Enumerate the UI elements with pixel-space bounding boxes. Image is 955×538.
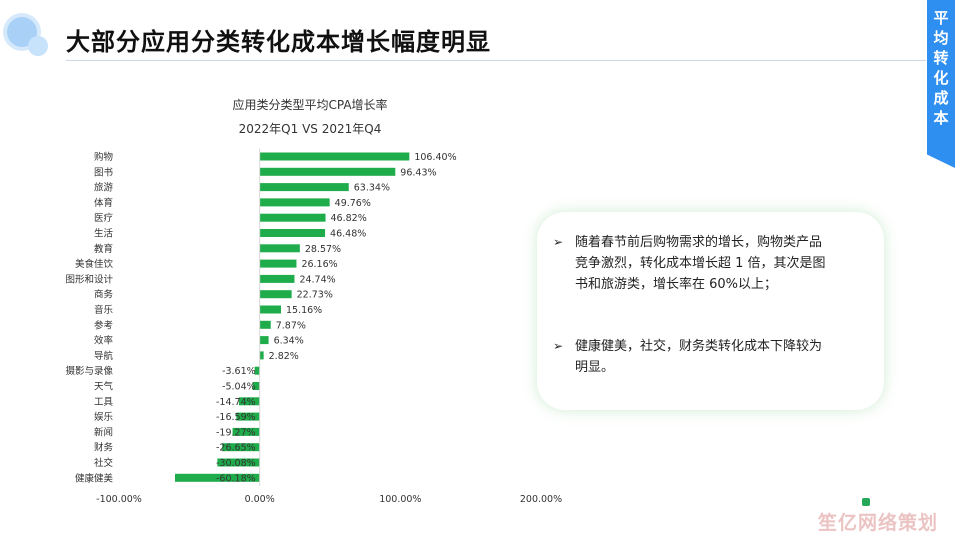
category-label: 美食佳饮 bbox=[75, 258, 114, 270]
category-label: 生活 bbox=[94, 228, 114, 240]
bar bbox=[259, 336, 269, 345]
insight-note: ➢ 健康健美，社交，财务类转化成本下降较为明显。 bbox=[553, 336, 833, 378]
data-label: -5.04% bbox=[222, 382, 256, 393]
data-label: 46.82% bbox=[331, 213, 367, 224]
data-label: 15.16% bbox=[286, 305, 322, 316]
category-label: 娱乐 bbox=[94, 411, 114, 423]
bar bbox=[259, 167, 396, 176]
bar bbox=[259, 198, 330, 207]
bar bbox=[259, 244, 300, 253]
insight-note-text: 随着春节前后购物需求的增长，购物类产品竞争激烈，转化成本增长超 1 倍，其次是图… bbox=[575, 235, 826, 292]
bar bbox=[259, 305, 281, 314]
category-label: 社交 bbox=[94, 457, 114, 469]
bar bbox=[259, 213, 326, 222]
bar bbox=[175, 473, 260, 482]
data-label: 63.34% bbox=[354, 183, 390, 194]
category-label: 工具 bbox=[94, 397, 114, 408]
bar bbox=[259, 229, 326, 237]
category-label: 参考 bbox=[94, 319, 113, 331]
logo-circles bbox=[3, 13, 48, 56]
bar bbox=[259, 290, 292, 299]
data-label: -19.27% bbox=[216, 427, 256, 438]
category-label: 财务 bbox=[94, 442, 114, 454]
data-label: -30.08% bbox=[216, 458, 256, 469]
page-title: 大部分应用分类转化成本增长幅度明显 bbox=[66, 28, 491, 56]
data-label: -26.65% bbox=[216, 443, 256, 454]
bar bbox=[254, 366, 260, 375]
category-label: 旅游 bbox=[94, 182, 114, 194]
data-label: 7.87% bbox=[276, 320, 306, 331]
data-label: -3.61% bbox=[222, 366, 256, 377]
bar bbox=[238, 397, 260, 406]
category-label: 商务 bbox=[94, 289, 114, 301]
bar bbox=[259, 259, 297, 268]
watermark-logo-icon bbox=[862, 498, 870, 506]
category-label: 摄影与录像 bbox=[65, 365, 113, 377]
category-label: 体育 bbox=[94, 197, 113, 209]
ribbon-label: 平均转化成本 bbox=[933, 9, 949, 127]
data-label: 46.48% bbox=[330, 229, 366, 240]
bar bbox=[259, 274, 295, 283]
data-label: 96.43% bbox=[400, 167, 436, 178]
x-tick-label: 200.00% bbox=[520, 494, 562, 505]
category-label: 图书 bbox=[94, 167, 114, 178]
data-label: 24.74% bbox=[299, 274, 335, 285]
bar bbox=[252, 382, 260, 390]
chart-title: 应用类分类型平均CPA增长率 bbox=[232, 98, 388, 112]
category-label: 教育 bbox=[94, 243, 113, 255]
category-label: 健康健美 bbox=[75, 472, 114, 484]
category-label: 音乐 bbox=[94, 304, 114, 316]
category-label: 图形和设计 bbox=[65, 273, 113, 285]
bar bbox=[217, 458, 260, 467]
arrow-bullet-icon: ➢ bbox=[553, 339, 564, 353]
data-label: 28.57% bbox=[305, 244, 341, 255]
bar bbox=[222, 443, 260, 452]
insight-note-text: 健康健美，社交，财务类转化成本下降较为明显。 bbox=[575, 339, 823, 375]
section-ribbon: 平均转化成本 bbox=[927, 0, 955, 168]
title-divider bbox=[66, 60, 926, 61]
category-label: 天气 bbox=[94, 381, 114, 393]
bar bbox=[259, 152, 410, 161]
x-tick-label: -100.00% bbox=[96, 494, 142, 505]
data-label: -14.74% bbox=[216, 397, 256, 408]
data-label: 6.34% bbox=[274, 336, 304, 347]
bar bbox=[259, 351, 264, 360]
data-label: 49.76% bbox=[335, 198, 371, 209]
data-label: -60.18% bbox=[216, 473, 256, 484]
category-label: 效率 bbox=[94, 335, 114, 347]
data-label: 22.73% bbox=[297, 290, 333, 301]
category-label: 导航 bbox=[94, 350, 114, 362]
category-label: 购物 bbox=[94, 151, 114, 163]
data-label: -16.59% bbox=[216, 412, 256, 423]
watermark: 笙亿网络策划 bbox=[818, 512, 939, 534]
insight-panel: ➢ 随着春节前后购物需求的增长，购物类产品竞争激烈，转化成本增长超 1 倍，其次… bbox=[537, 212, 884, 410]
category-label: 医疗 bbox=[94, 212, 114, 224]
data-label: 106.40% bbox=[414, 152, 456, 163]
x-tick-label: 0.00% bbox=[245, 494, 275, 505]
data-label: 2.82% bbox=[269, 351, 299, 362]
insight-note: ➢ 随着春节前后购物需求的增长，购物类产品竞争激烈，转化成本增长超 1 倍，其次… bbox=[553, 232, 833, 295]
bar bbox=[232, 427, 260, 436]
x-tick-label: 100.00% bbox=[379, 494, 421, 505]
chart-subtitle: 2022年Q1 VS 2021年Q4 bbox=[238, 122, 382, 136]
bar bbox=[259, 320, 271, 329]
data-label: 26.16% bbox=[301, 259, 337, 270]
category-label: 新闻 bbox=[94, 426, 113, 438]
arrow-bullet-icon: ➢ bbox=[553, 235, 564, 249]
bar bbox=[236, 412, 260, 421]
bar bbox=[259, 183, 349, 192]
